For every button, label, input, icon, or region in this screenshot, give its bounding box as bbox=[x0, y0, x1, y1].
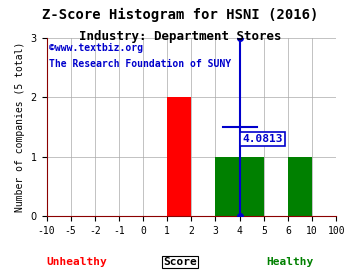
Text: Healthy: Healthy bbox=[266, 257, 313, 267]
Text: ©www.textbiz.org: ©www.textbiz.org bbox=[49, 43, 143, 53]
Y-axis label: Number of companies (5 total): Number of companies (5 total) bbox=[15, 42, 25, 212]
Bar bbox=[288, 157, 312, 216]
Text: Z-Score Histogram for HSNI (2016): Z-Score Histogram for HSNI (2016) bbox=[42, 8, 318, 22]
Bar bbox=[167, 97, 192, 216]
Text: Industry: Department Stores: Industry: Department Stores bbox=[79, 30, 281, 43]
Bar bbox=[216, 157, 240, 216]
Bar bbox=[240, 157, 264, 216]
Text: The Research Foundation of SUNY: The Research Foundation of SUNY bbox=[49, 59, 231, 69]
Text: Score: Score bbox=[163, 257, 197, 267]
Text: 4.0813: 4.0813 bbox=[242, 134, 283, 144]
Text: Unhealthy: Unhealthy bbox=[47, 257, 108, 267]
